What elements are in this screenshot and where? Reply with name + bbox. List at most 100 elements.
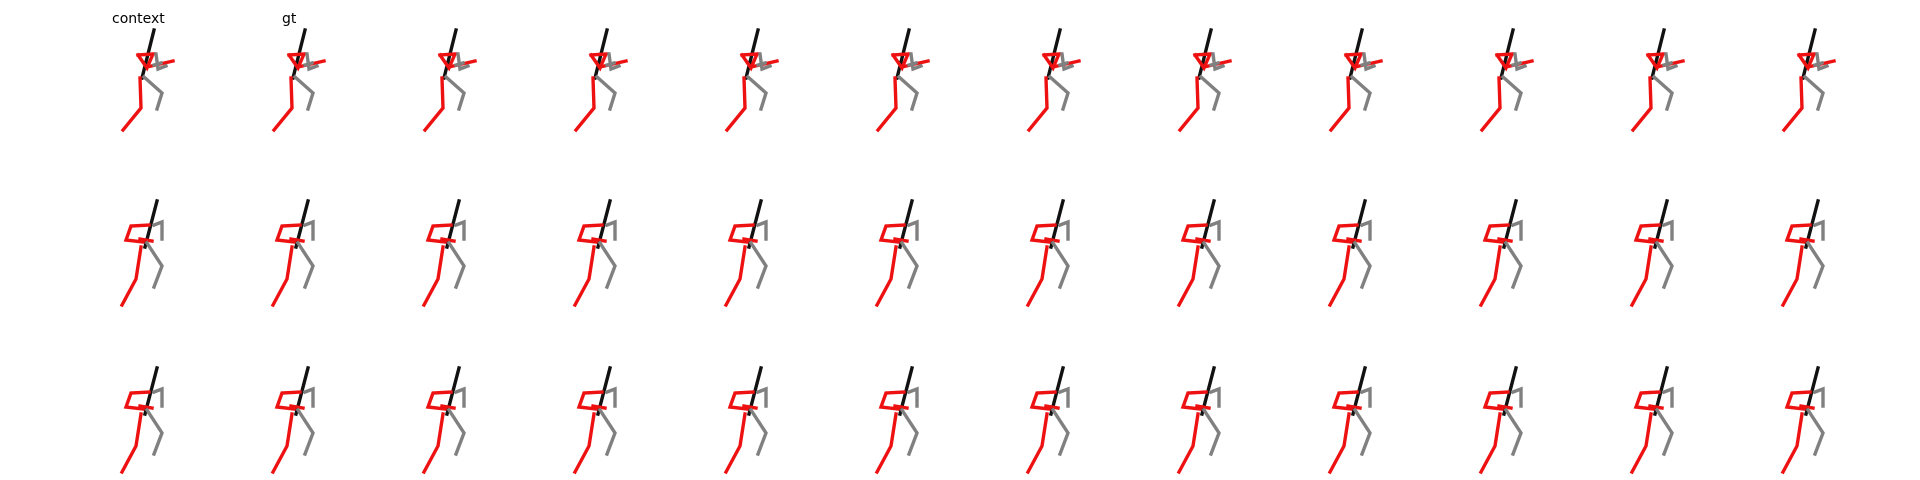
left-limbs-bone: [893, 237, 909, 243]
skeleton-r3-c10: [1478, 365, 1523, 475]
right-limbs-bone: [151, 386, 164, 408]
left-limbs-bone: [576, 390, 604, 411]
skeleton-r3-c12: [1780, 365, 1825, 475]
right-limbs-bone: [1057, 386, 1070, 408]
left-limbs-bone: [138, 404, 154, 410]
right-limbs-bone: [758, 52, 773, 72]
right-limbs-bone: [1664, 52, 1679, 72]
skeleton-r1-c1: [120, 27, 176, 133]
left-limbs-bone: [274, 223, 302, 244]
skeleton-r2-c2: [270, 198, 315, 308]
left-limbs-bone: [289, 237, 305, 243]
left-limbs-bone: [123, 390, 151, 411]
right-limbs-bone: [1201, 240, 1221, 290]
right-limbs-bone: [906, 219, 919, 241]
right-limbs-bone: [1802, 74, 1825, 112]
left-limbs-bone: [723, 245, 747, 308]
skeleton-r1-c8: [1177, 27, 1233, 133]
left-limbs-bone: [425, 390, 453, 411]
left-limbs-bone: [1648, 404, 1664, 410]
right-limbs-bone: [1359, 60, 1372, 68]
left-limbs-bone: [440, 237, 456, 243]
left-limbs-bone: [742, 237, 758, 243]
left-limbs-bone: [1025, 412, 1049, 475]
left-limbs-bone: [271, 76, 294, 133]
left-limbs-bone: [591, 237, 607, 243]
left-limbs-bone: [286, 52, 307, 72]
skeleton-r2-c1: [119, 198, 164, 308]
skeleton-r1-c3: [422, 27, 478, 133]
left-limbs-bone: [270, 245, 294, 308]
left-limbs-bone: [1482, 390, 1510, 411]
left-limbs-bone: [135, 52, 156, 72]
right-limbs-bone: [745, 74, 768, 112]
right-limbs-bone: [1211, 52, 1226, 72]
right-limbs-bone: [607, 52, 622, 72]
skeleton-r2-c9: [1327, 198, 1372, 308]
left-limbs-bone: [1780, 245, 1804, 308]
skeleton-r2-c4: [572, 198, 617, 308]
right-limbs-bone: [1654, 240, 1674, 290]
left-limbs-bone: [878, 223, 906, 244]
skeleton-r1-c11: [1630, 27, 1686, 133]
left-limbs-bone: [274, 390, 302, 411]
left-limbs-bone: [875, 76, 898, 133]
right-limbs-bone: [755, 60, 768, 68]
left-limbs-bone: [723, 412, 747, 475]
right-limbs-bone: [1349, 74, 1372, 112]
left-limbs-bone: [1780, 412, 1804, 475]
right-limbs-bone: [446, 240, 466, 290]
left-limbs-bone: [1629, 412, 1653, 475]
right-limbs-bone: [1651, 74, 1674, 112]
left-limbs-bone: [1494, 52, 1515, 72]
skeleton-r3-c4: [572, 365, 617, 475]
left-limbs-bone: [1346, 404, 1362, 410]
left-limbs-bone: [1796, 52, 1817, 72]
right-limbs-bone: [1661, 386, 1674, 408]
right-limbs-bone: [1352, 407, 1372, 457]
skeleton-r3-c8: [1176, 365, 1221, 475]
left-limbs-bone: [576, 223, 604, 244]
skeleton-r3-c3: [421, 365, 466, 475]
left-limbs-bone: [1176, 245, 1200, 308]
left-limbs-bone: [1327, 412, 1351, 475]
right-limbs-bone: [906, 60, 919, 68]
left-limbs-bone: [1029, 390, 1057, 411]
skeleton-r3-c6: [874, 365, 919, 475]
left-limbs-bone: [1195, 404, 1211, 410]
right-limbs-bone: [1805, 407, 1825, 457]
right-limbs-bone: [292, 74, 315, 112]
right-limbs-bone: [1050, 240, 1070, 290]
left-limbs-bone: [289, 404, 305, 410]
right-limbs-bone: [1208, 386, 1221, 408]
left-limbs-bone: [1497, 237, 1513, 243]
right-limbs-bone: [302, 60, 315, 68]
right-limbs-bone: [1812, 219, 1825, 241]
left-limbs-bone: [727, 223, 755, 244]
right-limbs-bone: [1359, 386, 1372, 408]
left-limbs-bone: [591, 404, 607, 410]
right-limbs-bone: [1208, 219, 1221, 241]
left-limbs-bone: [119, 412, 143, 475]
skeleton-r2-c12: [1780, 198, 1825, 308]
left-limbs-bone: [270, 412, 294, 475]
left-limbs-bone: [1026, 76, 1049, 133]
right-limbs-bone: [295, 240, 315, 290]
left-limbs-bone: [727, 390, 755, 411]
left-limbs-bone: [572, 412, 596, 475]
left-limbs-bone: [1633, 223, 1661, 244]
right-limbs-bone: [604, 219, 617, 241]
left-limbs-bone: [421, 245, 445, 308]
right-limbs-bone: [295, 407, 315, 457]
right-limbs-bone: [748, 240, 768, 290]
left-limbs-bone: [1784, 223, 1812, 244]
left-limbs-bone: [1025, 245, 1049, 308]
left-limbs-bone: [1497, 404, 1513, 410]
right-limbs-bone: [1198, 74, 1221, 112]
right-limbs-bone: [1359, 219, 1372, 241]
right-limbs-bone: [1208, 60, 1221, 68]
left-limbs-bone: [1633, 390, 1661, 411]
right-limbs-bone: [1057, 60, 1070, 68]
left-limbs-bone: [440, 404, 456, 410]
right-limbs-bone: [151, 219, 164, 241]
